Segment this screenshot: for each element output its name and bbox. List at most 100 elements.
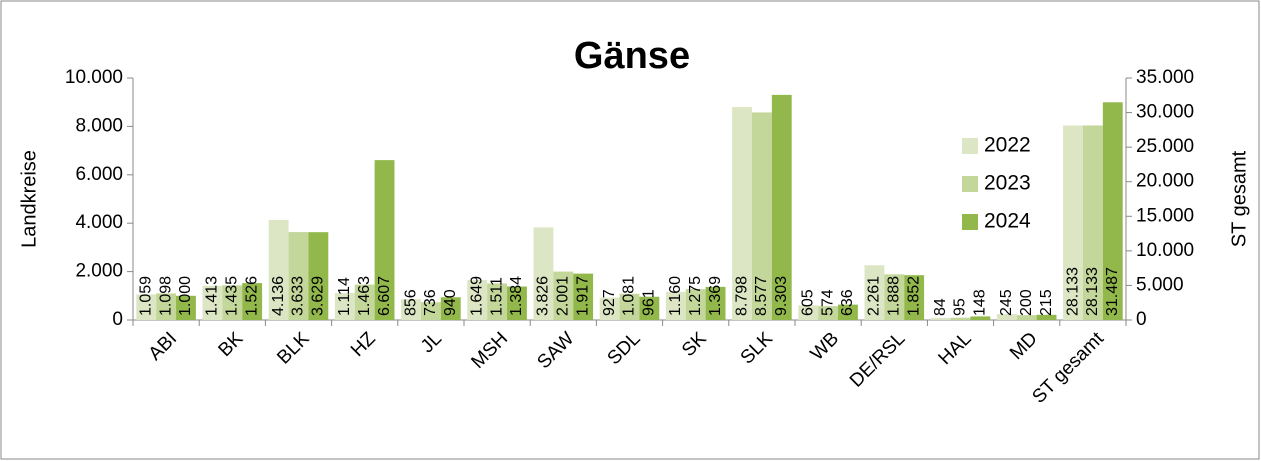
bar bbox=[242, 283, 263, 320]
data-label: 574 bbox=[819, 289, 836, 316]
bar bbox=[639, 296, 660, 320]
data-label: 148 bbox=[972, 289, 989, 316]
data-label: 1.852 bbox=[905, 276, 922, 316]
y2-axis-label: ST gesamt bbox=[1228, 150, 1250, 247]
data-label: 1.098 bbox=[157, 276, 174, 316]
chart-title: Gänse bbox=[574, 35, 690, 77]
bar bbox=[440, 297, 461, 320]
bar bbox=[573, 273, 594, 320]
bar bbox=[1036, 314, 1057, 320]
bar bbox=[665, 291, 686, 320]
bar bbox=[950, 317, 971, 320]
y2-tick-label: 10.000 bbox=[1136, 240, 1194, 261]
bar bbox=[533, 227, 554, 320]
y2-tick-label: 30.000 bbox=[1136, 102, 1194, 123]
bar bbox=[222, 285, 243, 320]
bar bbox=[970, 316, 991, 320]
data-label: 1.160 bbox=[667, 276, 684, 316]
data-label: 4.136 bbox=[270, 276, 287, 316]
y2-tick-label: 15.000 bbox=[1136, 205, 1194, 226]
bar bbox=[904, 275, 925, 320]
bar bbox=[354, 284, 375, 320]
bar bbox=[771, 94, 792, 320]
y-tick-label: 10.000 bbox=[65, 67, 123, 88]
data-label: 1.526 bbox=[243, 276, 260, 316]
bar bbox=[507, 286, 527, 320]
y2-tick-label: 20.000 bbox=[1136, 171, 1194, 192]
data-label: 8.798 bbox=[733, 276, 750, 316]
data-label: 1.384 bbox=[508, 276, 525, 316]
data-label: 3.633 bbox=[290, 276, 307, 316]
y-axis-label: Landkreise bbox=[18, 150, 40, 248]
data-label: 6.607 bbox=[376, 276, 393, 316]
data-label: 1.917 bbox=[574, 276, 591, 316]
bar bbox=[1063, 125, 1083, 320]
bar bbox=[1102, 102, 1123, 320]
bar bbox=[1016, 315, 1037, 320]
y2-tick-label: 35.000 bbox=[1136, 67, 1194, 88]
data-label: 1.413 bbox=[204, 276, 221, 316]
bar bbox=[374, 160, 395, 320]
data-label: 1.649 bbox=[468, 276, 485, 316]
data-label: 856 bbox=[402, 289, 419, 316]
bar bbox=[334, 293, 355, 320]
bar bbox=[553, 271, 574, 320]
legend-swatch bbox=[962, 214, 978, 230]
data-label: 940 bbox=[442, 289, 459, 316]
legend-swatch bbox=[962, 138, 978, 154]
data-label: 736 bbox=[422, 289, 439, 316]
bar bbox=[420, 302, 441, 320]
legend-label: 2023 bbox=[984, 172, 1031, 195]
y2-tick-label: 0 bbox=[1136, 309, 1147, 330]
bar bbox=[487, 283, 508, 320]
bar bbox=[288, 232, 309, 320]
data-label: 927 bbox=[601, 289, 618, 316]
y-tick-label: 4.000 bbox=[75, 212, 123, 233]
data-label: 2.261 bbox=[866, 276, 883, 316]
bar bbox=[705, 286, 726, 320]
data-label: 1.888 bbox=[886, 276, 903, 316]
bar bbox=[619, 293, 640, 320]
bar bbox=[838, 304, 858, 320]
legend-label: 2022 bbox=[984, 134, 1031, 157]
bar bbox=[685, 289, 706, 320]
bar bbox=[884, 274, 905, 320]
y2-tick-label: 5.000 bbox=[1136, 274, 1184, 295]
bar bbox=[732, 107, 752, 320]
data-label: 3.629 bbox=[310, 276, 327, 316]
data-label: 1.275 bbox=[687, 276, 704, 316]
bar bbox=[202, 285, 223, 320]
y-tick-label: 0 bbox=[112, 309, 123, 330]
bar bbox=[268, 219, 289, 320]
data-label: 200 bbox=[1018, 289, 1035, 316]
data-label: 31.487 bbox=[1104, 267, 1121, 316]
bar bbox=[467, 280, 488, 320]
data-label: 1.369 bbox=[707, 276, 724, 316]
legend-swatch bbox=[962, 176, 978, 192]
data-label: 95 bbox=[952, 298, 969, 316]
data-label: 1.511 bbox=[488, 277, 505, 316]
data-label: 961 bbox=[641, 289, 658, 316]
data-label: 3.826 bbox=[535, 276, 552, 316]
bar bbox=[308, 232, 329, 320]
data-label: 1.081 bbox=[621, 276, 638, 316]
y-tick-label: 8.000 bbox=[75, 115, 123, 136]
bar bbox=[1082, 125, 1103, 320]
y2-tick-label: 25.000 bbox=[1136, 136, 1194, 157]
data-label: 605 bbox=[799, 289, 816, 316]
data-label: 9.303 bbox=[773, 276, 790, 316]
data-label: 84 bbox=[932, 298, 949, 316]
bar bbox=[136, 294, 157, 320]
bar bbox=[798, 305, 819, 320]
data-label: 1.059 bbox=[137, 276, 154, 316]
data-label: 1.463 bbox=[356, 276, 373, 316]
bar bbox=[176, 295, 196, 320]
bar bbox=[818, 306, 839, 320]
data-label: 1.000 bbox=[177, 276, 194, 316]
data-label: 8.577 bbox=[753, 276, 770, 316]
data-label: 1.435 bbox=[224, 276, 241, 316]
data-label: 28.133 bbox=[1064, 267, 1081, 316]
legend-label: 2024 bbox=[984, 210, 1031, 233]
